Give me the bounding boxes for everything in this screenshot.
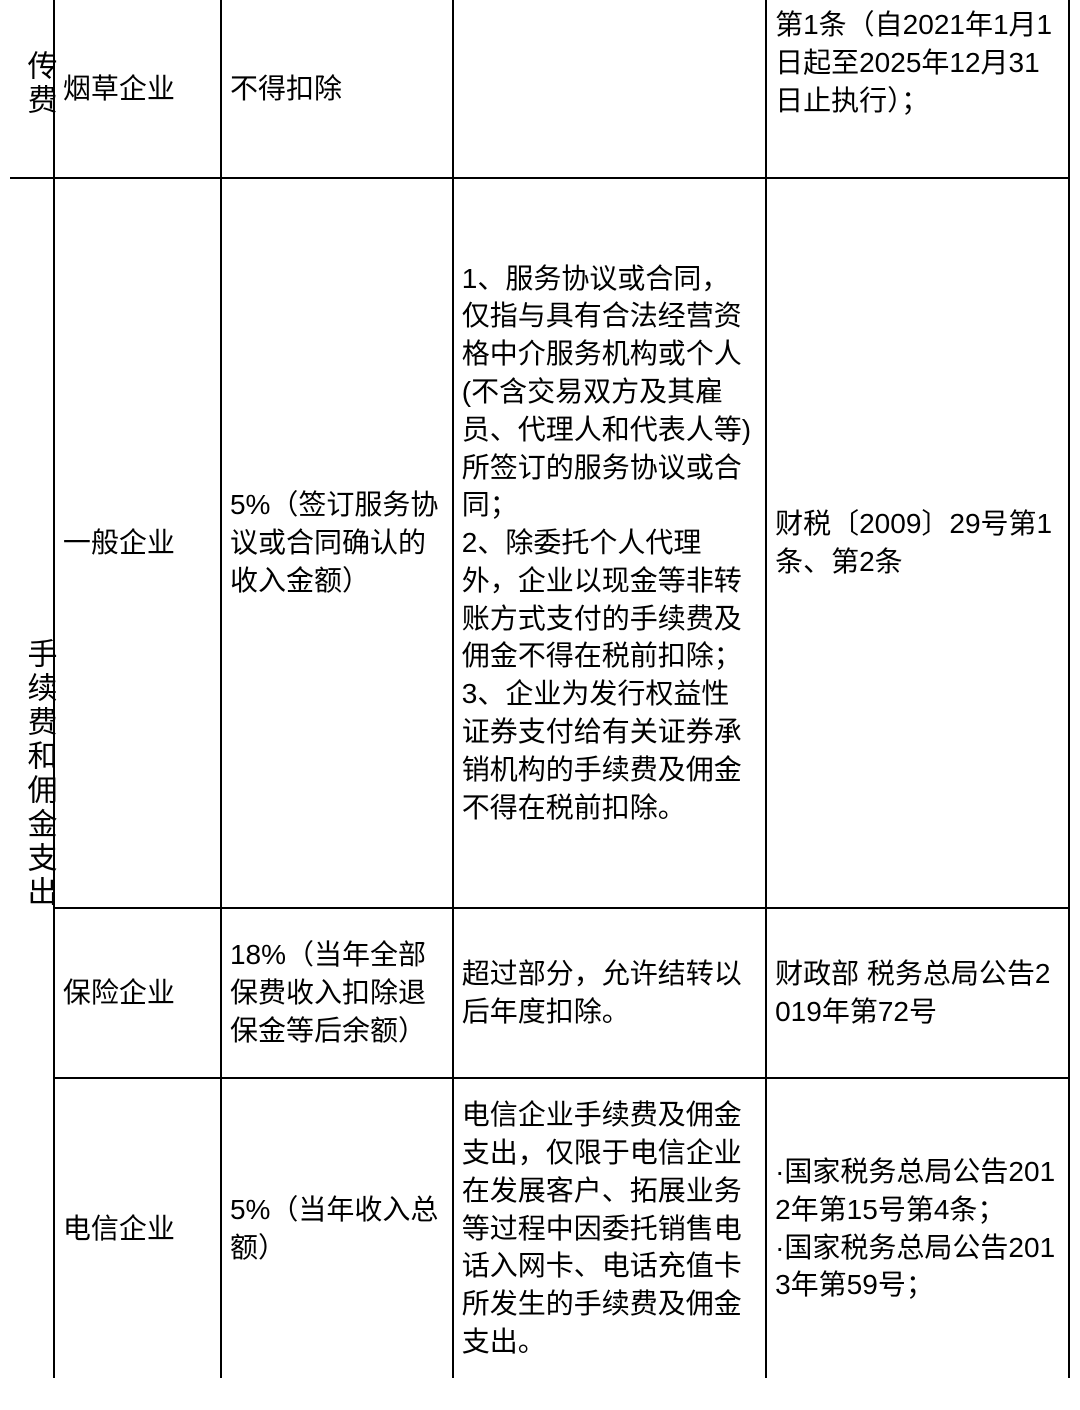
limit-cell: 18%（当年全部保费收入扣除退保金等后余额） — [221, 908, 453, 1078]
notes-cell: 1、服务协议或合同，仅指与具有合法经营资格中介服务机构或个人(不含交易双方及其雇… — [453, 178, 766, 908]
notes-cell: 电信企业手续费及佣金支出，仅限于电信企业在发展客户、拓展业务等过程中因委托销售电… — [453, 1078, 766, 1378]
table-row: 手续费和佣金支出 一般企业 5%（签订服务协议或合同确认的收入金额） 1、服务协… — [10, 178, 1069, 908]
table-row: 保险企业 18%（当年全部保费收入扣除退保金等后余额） 超过部分，允许结转以后年… — [10, 908, 1069, 1078]
notes-cell — [453, 0, 766, 178]
basis-cell: 第1条（自2021年1月1日起至2025年12月31日止执行）； — [766, 0, 1069, 178]
enterprise-cell: 烟草企业 — [54, 0, 221, 178]
tax-deduction-table: 传费 烟草企业 不得扣除 第1条（自2021年1月1日起至2025年12月31日… — [10, 0, 1070, 1378]
enterprise-cell: 电信企业 — [54, 1078, 221, 1378]
basis-cell: ·国家税务总局公告2012年第15号第4条； ·国家税务总局公告2013年第59… — [766, 1078, 1069, 1378]
table-row: 电信企业 5%（当年收入总额） 电信企业手续费及佣金支出，仅限于电信企业在发展客… — [10, 1078, 1069, 1378]
page: 传费 烟草企业 不得扣除 第1条（自2021年1月1日起至2025年12月31日… — [0, 0, 1080, 1410]
category-cell: 传费 — [10, 0, 54, 178]
limit-cell: 不得扣除 — [221, 0, 453, 178]
category-cell: 手续费和佣金支出 — [10, 178, 54, 1378]
enterprise-cell: 保险企业 — [54, 908, 221, 1078]
basis-cell: 财税〔2009〕29号第1条、第2条 — [766, 178, 1069, 908]
category-label: 手续费和佣金支出 — [18, 638, 59, 910]
enterprise-cell: 一般企业 — [54, 178, 221, 908]
limit-cell: 5%（签订服务协议或合同确认的收入金额） — [221, 178, 453, 908]
limit-cell: 5%（当年收入总额） — [221, 1078, 453, 1378]
table-row: 传费 烟草企业 不得扣除 第1条（自2021年1月1日起至2025年12月31日… — [10, 0, 1069, 178]
basis-cell: 财政部 税务总局公告2019年第72号 — [766, 908, 1069, 1078]
category-label: 传费 — [18, 50, 59, 118]
notes-cell: 超过部分，允许结转以后年度扣除。 — [453, 908, 766, 1078]
